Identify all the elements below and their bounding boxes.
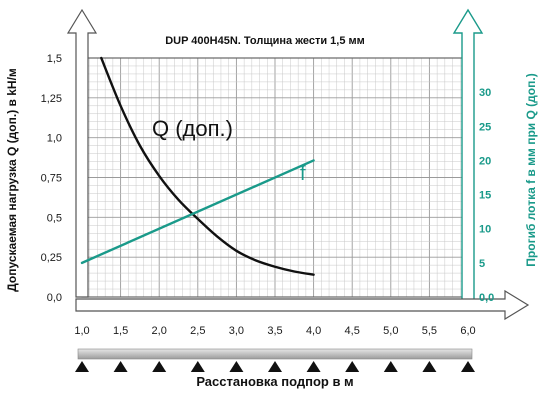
x-tick: 4,0 <box>306 325 321 337</box>
support-marker <box>75 361 89 372</box>
x-tick: 6,0 <box>460 325 475 337</box>
x-tick: 1,5 <box>113 325 128 337</box>
support-marker <box>113 361 128 372</box>
x-tick: 4,5 <box>345 325 360 337</box>
x-tick: 5,0 <box>383 325 398 337</box>
y-tick-left: 1,25 <box>41 93 62 105</box>
y-tick-left: 0,0 <box>47 292 62 304</box>
y-tick-right: 0,0 <box>479 292 494 304</box>
x-tick: 2,5 <box>190 325 205 337</box>
y-axis-label-left: Допускаемая нагрузка Q (доп.) в kH/м <box>5 68 19 292</box>
y-tick-right: 25 <box>479 121 491 133</box>
y-tick-right: 30 <box>479 87 491 99</box>
series-label-f: f <box>300 163 306 185</box>
grid <box>81 57 469 298</box>
y-tick-left: 0,75 <box>41 173 62 185</box>
x-tick: 1,0 <box>74 325 89 337</box>
y-tick-left: 1,0 <box>47 133 62 145</box>
y-tick-left: 0,25 <box>41 252 62 264</box>
support-marker <box>306 361 321 372</box>
y-tick-right: 5 <box>479 258 485 270</box>
x-tick: 3,0 <box>229 325 244 337</box>
y-tick-left: 1,5 <box>47 53 62 65</box>
support-marker <box>383 361 398 372</box>
x-axis-label: Расстановка подпор в м <box>196 374 353 389</box>
x-axis-arrow <box>75 289 530 321</box>
support-markers <box>75 348 475 372</box>
x-tick: 5,5 <box>422 325 437 337</box>
tick-labels: 0,0 0,25 0,5 0,75 1,0 1,25 1,5 0,0 5 10 15 20 25 30 1,… <box>41 53 495 337</box>
y-tick-right: 20 <box>479 155 491 167</box>
support-marker <box>268 361 282 372</box>
y-axis-left-arrow <box>66 8 98 298</box>
y-tick-left: 0,5 <box>47 212 62 224</box>
support-marker <box>422 361 437 372</box>
y-tick-right: 15 <box>479 190 491 202</box>
axes <box>66 8 530 321</box>
x-tick: 3,5 <box>267 325 282 337</box>
support-marker <box>229 361 244 372</box>
y-tick-right: 10 <box>479 224 491 236</box>
series <box>80 56 315 276</box>
support-marker <box>152 361 167 372</box>
chart-title: DUP 400H45N. Толщина жести 1,5 мм <box>165 35 365 47</box>
series-line-f <box>80 159 315 265</box>
series-label-q: Q (доп.) <box>152 116 233 141</box>
y-axis-label-right: Прогиб лотка f в мм при Q (доп.) <box>524 73 538 266</box>
support-marker <box>345 361 360 372</box>
support-bar <box>77 348 473 360</box>
series-line-q <box>100 56 315 276</box>
support-marker <box>461 361 475 372</box>
y-axis-right-arrow <box>452 8 484 302</box>
x-tick: 2,0 <box>152 325 167 337</box>
support-marker <box>190 361 205 372</box>
